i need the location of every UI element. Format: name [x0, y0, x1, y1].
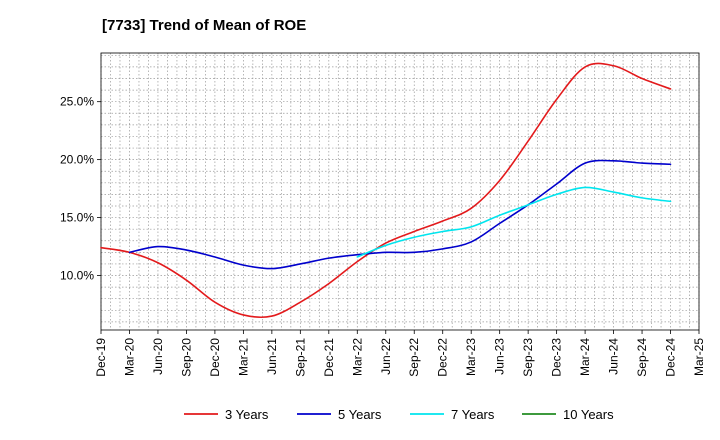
x-tick-label: Dec-20 [208, 338, 222, 377]
x-tick-label: Dec-19 [94, 338, 108, 377]
x-tick-label: Jun-22 [379, 338, 393, 375]
x-tick-label: Sep-24 [635, 338, 649, 377]
plot-frame [100, 52, 700, 331]
grid-layer [100, 53, 700, 330]
x-tick-label: Jun-24 [607, 338, 621, 375]
chart-title: [7733] Trend of Mean of ROE [102, 17, 306, 34]
y-tick-label: 20.0% [60, 153, 94, 167]
x-tick-label: Sep-21 [293, 338, 307, 377]
y-tick-label: 25.0% [60, 95, 94, 109]
legend-label-3-years: 3 Years [225, 407, 269, 422]
x-tick-label: Mar-24 [578, 338, 592, 376]
x-tick-label: Dec-23 [550, 338, 564, 377]
x-tick-label: Dec-24 [664, 338, 678, 377]
x-tick-label: Sep-22 [407, 338, 421, 377]
x-tick-label: Jun-23 [493, 338, 507, 375]
legend-label-5-years: 5 Years [338, 407, 382, 422]
x-tick-label: Mar-22 [350, 338, 364, 376]
x-axis: Dec-19 Mar-20 Jun-20 Sep-20 Dec-20 Mar-21 Jun-… [94, 330, 706, 377]
x-tick-label: Jun-21 [265, 338, 279, 375]
series-line-3-years [100, 62, 672, 319]
y-tick-label: 10.0% [60, 269, 94, 283]
x-tick-label: Dec-22 [436, 338, 450, 377]
x-tick-label: Mar-23 [464, 338, 478, 376]
legend-label-7-years: 7 Years [451, 407, 495, 422]
x-tick-label: Mar-20 [122, 338, 136, 376]
x-tick-label: Sep-20 [179, 338, 193, 377]
series-layer [100, 62, 672, 319]
series-line-7-years [356, 186, 672, 258]
x-tick-label: Mar-25 [692, 338, 706, 376]
x-tick-label: Mar-21 [236, 338, 250, 376]
legend-label-10-years: 10 Years [563, 407, 614, 422]
series-line-5-years [128, 159, 672, 270]
x-tick-label: Dec-21 [322, 338, 336, 377]
y-tick-label: 15.0% [60, 211, 94, 225]
legend: 3 Years 5 Years 7 Years 10 Years [184, 407, 614, 422]
y-axis: 10.0% 15.0% 20.0% 25.0% [60, 95, 101, 283]
x-tick-label: Jun-20 [151, 338, 165, 375]
x-tick-label: Sep-23 [521, 338, 535, 377]
